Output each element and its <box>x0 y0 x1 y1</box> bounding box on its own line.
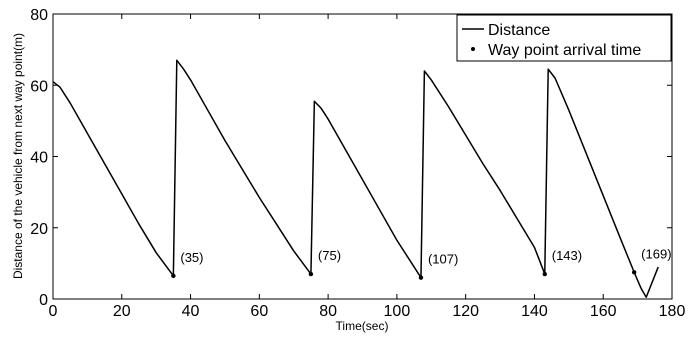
waypoint-marker <box>631 270 637 275</box>
legend-label-arrival: Way point arrival time <box>488 42 641 59</box>
x-tick-label: 0 <box>49 303 58 320</box>
y-tick-label: 20 <box>30 221 48 238</box>
arrival-time-annotation: (143) <box>552 248 582 263</box>
arrival-time-annotation: (35) <box>180 250 203 265</box>
tick-layer: 0 20 40 60 80 100 120 140 160 180 0 20 40 60 80 <box>30 7 685 320</box>
legend-marker-swatch <box>471 47 475 51</box>
x-tick-label: 40 <box>182 303 200 320</box>
legend: Distance Way point arrival time <box>456 14 672 62</box>
waypoint-marker <box>171 273 176 279</box>
y-axis-label: Distance of the vehicle from next way po… <box>11 33 25 279</box>
x-tick-label: 120 <box>452 303 479 320</box>
x-tick-label: 20 <box>113 303 131 320</box>
waypoint-marker <box>542 271 547 277</box>
y-tick-label: 0 <box>39 292 48 309</box>
x-tick-label: 140 <box>521 303 548 320</box>
y-tick-label: 40 <box>30 150 48 167</box>
x-tick-label: 100 <box>384 303 411 320</box>
arrival-time-annotation: (75) <box>318 248 341 263</box>
series-layer <box>52 59 659 298</box>
x-tick-label: 80 <box>319 303 337 320</box>
arrival-time-annotation: (107) <box>428 252 458 267</box>
y-tick-label: 80 <box>30 7 48 24</box>
waypoint-marker <box>418 275 424 280</box>
x-tick-label: 180 <box>659 303 686 320</box>
series-line-distance <box>52 59 659 298</box>
arrival-time-annotation: (169) <box>641 246 671 261</box>
waypoint-marker <box>308 271 314 277</box>
legend-label-distance: Distance <box>488 22 550 39</box>
x-axis-label: Time(sec) <box>336 319 389 333</box>
x-tick-label: 160 <box>590 303 617 320</box>
x-tick-label: 60 <box>250 303 268 320</box>
legend-box <box>456 14 672 62</box>
y-tick-label: 60 <box>30 78 48 95</box>
annotation-layer: (35) (75) (107) (143) (169) <box>180 246 671 266</box>
